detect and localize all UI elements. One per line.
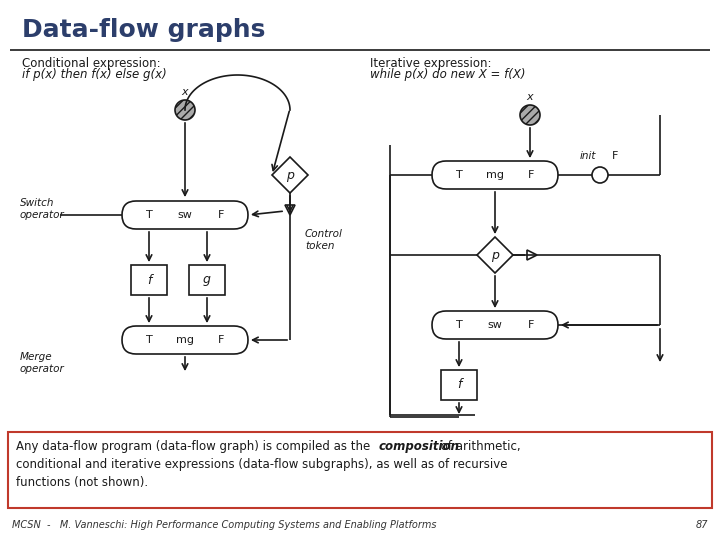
Text: if p(x) then f(x) else g(x): if p(x) then f(x) else g(x) xyxy=(22,68,167,81)
Text: F: F xyxy=(612,151,618,161)
Text: g: g xyxy=(203,273,211,287)
Text: sw: sw xyxy=(178,210,192,220)
Polygon shape xyxy=(527,250,537,260)
Text: T: T xyxy=(456,320,462,330)
Text: F: F xyxy=(218,210,224,220)
Text: functions (not shown).: functions (not shown). xyxy=(16,476,148,489)
Text: composition: composition xyxy=(379,440,460,453)
Bar xyxy=(189,265,225,295)
Circle shape xyxy=(520,105,540,125)
Text: Switch
operator: Switch operator xyxy=(20,198,65,220)
Bar xyxy=(131,265,167,295)
Bar xyxy=(441,370,477,400)
Polygon shape xyxy=(477,237,513,273)
Text: MCSN  -   M. Vanneschi: High Performance Computing Systems and Enabling Platform: MCSN - M. Vanneschi: High Performance Co… xyxy=(12,520,436,530)
Text: while p(x) do new X = f(X): while p(x) do new X = f(X) xyxy=(370,68,526,81)
FancyBboxPatch shape xyxy=(432,311,558,339)
Text: T: T xyxy=(456,170,462,180)
Text: T: T xyxy=(145,210,153,220)
Text: sw: sw xyxy=(487,320,503,330)
Text: F: F xyxy=(218,335,224,345)
Text: Control
token: Control token xyxy=(305,229,343,251)
Text: Data-flow graphs: Data-flow graphs xyxy=(22,18,266,42)
Text: Iterative expression:: Iterative expression: xyxy=(370,57,492,70)
Polygon shape xyxy=(272,157,308,193)
Text: T: T xyxy=(145,335,153,345)
Bar xyxy=(8,432,712,508)
Circle shape xyxy=(592,167,608,183)
Text: mg: mg xyxy=(486,170,504,180)
FancyBboxPatch shape xyxy=(122,326,248,354)
Circle shape xyxy=(175,100,195,120)
Text: p: p xyxy=(491,248,499,261)
Text: x: x xyxy=(527,92,534,102)
Polygon shape xyxy=(285,205,295,215)
Text: f: f xyxy=(147,273,151,287)
Text: Merge
operator: Merge operator xyxy=(20,352,65,374)
Text: init: init xyxy=(580,151,596,161)
Text: p: p xyxy=(286,168,294,181)
FancyBboxPatch shape xyxy=(432,161,558,189)
Text: x: x xyxy=(181,87,189,97)
Text: conditional and iterative expressions (data-flow subgraphs), as well as of recur: conditional and iterative expressions (d… xyxy=(16,458,508,471)
Text: f: f xyxy=(456,379,462,392)
Text: mg: mg xyxy=(176,335,194,345)
Text: F: F xyxy=(528,170,534,180)
Text: Any data-flow program (data-flow graph) is compiled as the: Any data-flow program (data-flow graph) … xyxy=(16,440,374,453)
Text: F: F xyxy=(528,320,534,330)
FancyBboxPatch shape xyxy=(122,201,248,229)
Text: 87: 87 xyxy=(696,520,708,530)
Text: Conditional expression:: Conditional expression: xyxy=(22,57,161,70)
Text: of arithmetic,: of arithmetic, xyxy=(437,440,521,453)
